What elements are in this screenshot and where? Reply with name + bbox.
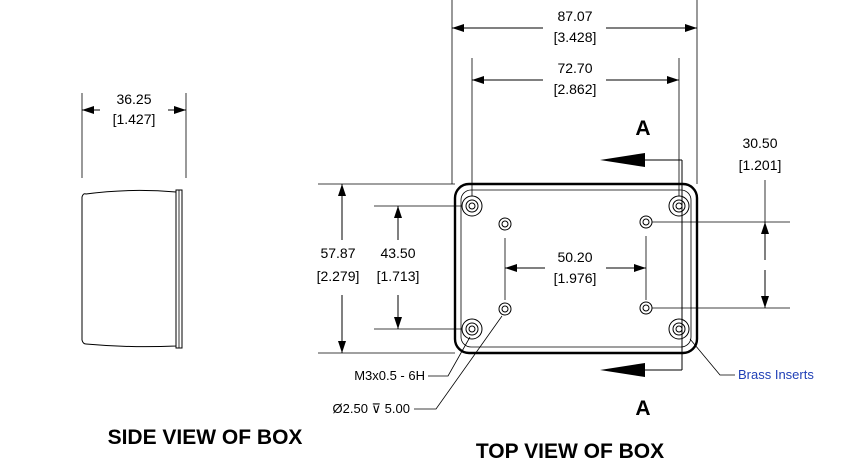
inner-hole-top-right — [639, 215, 653, 229]
brass-insert-top-left — [461, 195, 483, 217]
section-label-top: A — [635, 117, 650, 140]
top-view-title: TOP VIEW OF BOX — [476, 440, 664, 463]
brass-insert-bottom-right — [668, 318, 690, 340]
side-box-body — [81, 189, 177, 348]
thread-callout-leader — [428, 336, 471, 377]
side-view: 36.25 [1.427] SIDE VIEW OF BOX — [81, 91, 303, 449]
hole-spacing-x-in: [2.862] — [554, 81, 597, 97]
section-arrow-bottom-head — [600, 363, 645, 377]
side-view-title: SIDE VIEW OF BOX — [108, 426, 303, 449]
side-width-mm: 36.25 — [116, 91, 151, 107]
hole-callout: Ø2.50 ⊽ 5.00 — [333, 401, 410, 416]
section-arrow-top-head — [600, 153, 645, 167]
hole-spacing-y-in: [1.713] — [377, 268, 420, 284]
inner-hole-top-left — [498, 217, 512, 231]
hole-spacing-x-mm: 72.70 — [557, 60, 592, 76]
inner-spacing-x-in: [1.976] — [554, 270, 597, 286]
inner-hole-bottom-right — [639, 301, 653, 315]
inner-spacing-y-in: [1.201] — [739, 157, 782, 173]
section-label-bottom: A — [635, 397, 650, 420]
inserts-callout-leader — [689, 338, 735, 376]
hole-callout-leader — [414, 315, 503, 410]
inner-hole-bottom-left — [498, 302, 512, 316]
hole-spacing-y-mm: 43.50 — [380, 245, 415, 261]
thread-callout: M3x0.5 - 6H — [354, 368, 425, 383]
inserts-callout: Brass Inserts — [738, 367, 814, 382]
overall-height-in: [2.279] — [317, 268, 360, 284]
inner-spacing-y-mm: 30.50 — [742, 135, 777, 151]
top-box-inner-outline — [460, 189, 692, 348]
brass-insert-top-right — [668, 195, 690, 217]
inner-spacing-x-mm: 50.20 — [557, 249, 592, 265]
overall-height-mm: 57.87 — [320, 245, 355, 261]
top-box-outline — [453, 182, 699, 355]
overall-width-mm: 87.07 — [557, 8, 592, 24]
side-width-in: [1.427] — [113, 111, 156, 127]
top-view: 87.07 [3.428] 72.70 [2.862] 57.87 [2.279… — [317, 0, 814, 463]
overall-width-in: [3.428] — [554, 29, 597, 45]
brass-insert-bottom-left — [461, 318, 483, 340]
